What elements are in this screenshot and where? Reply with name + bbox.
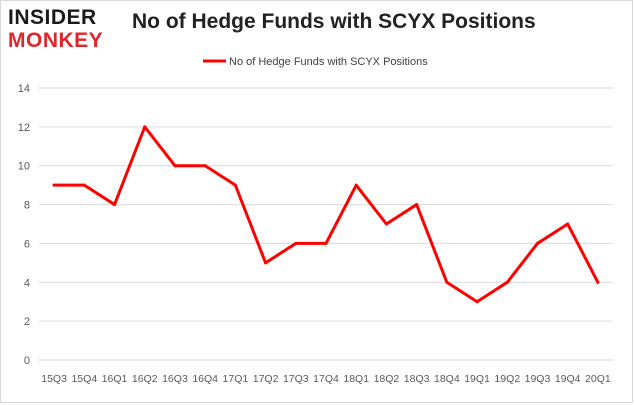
- data-point-18Q2: [384, 222, 388, 226]
- chart-title: No of Hedge Funds with SCYX Positions: [132, 10, 536, 33]
- series-group: [52, 125, 600, 304]
- data-point-19Q3: [535, 241, 539, 245]
- x-tick-label-17Q2: 17Q2: [253, 373, 279, 385]
- data-point-18Q1: [354, 183, 358, 187]
- legend-label: No of Hedge Funds with SCYX Positions: [229, 56, 428, 68]
- grid-lines: [39, 87, 613, 361]
- x-tick-label-19Q4: 19Q4: [555, 373, 581, 385]
- data-point-16Q2: [143, 125, 147, 129]
- y-axis-ticks: 0 2 4 6 8 10 12 14: [18, 83, 30, 367]
- data-point-19Q4: [566, 222, 570, 226]
- data-point-16Q4: [203, 164, 207, 168]
- x-tick-label-16Q2: 16Q2: [132, 373, 158, 385]
- data-point-17Q4: [324, 241, 328, 245]
- insider-monkey-logo: INSIDER MONKEY: [8, 4, 118, 52]
- y-tick-label-14: 14: [18, 83, 30, 95]
- x-tick-label-20Q1: 20Q1: [585, 373, 611, 385]
- data-point-16Q1: [113, 203, 117, 207]
- y-tick-label-2: 2: [24, 316, 30, 328]
- x-tick-label-19Q3: 19Q3: [525, 373, 551, 385]
- data-point-19Q1: [475, 300, 479, 304]
- x-tick-label-19Q2: 19Q2: [494, 373, 520, 385]
- x-tick-label-15Q3: 15Q3: [41, 373, 67, 385]
- data-point-15Q4: [82, 183, 86, 187]
- y-tick-label-6: 6: [24, 238, 30, 250]
- x-tick-label-15Q4: 15Q4: [71, 373, 97, 385]
- y-tick-label-8: 8: [24, 200, 30, 212]
- x-tick-label-18Q3: 18Q3: [404, 373, 430, 385]
- x-tick-label-16Q4: 16Q4: [192, 373, 218, 385]
- y-tick-label-12: 12: [18, 122, 30, 134]
- data-point-16Q3: [173, 164, 177, 168]
- x-axis-ticks: 15Q3 15Q4 16Q1 16Q2 16Q3 16Q4 17Q1 17Q2 17Q3 17Q4…: [41, 373, 611, 385]
- data-point-20Q1: [596, 280, 600, 284]
- x-tick-label-18Q2: 18Q2: [374, 373, 400, 385]
- x-tick-label-17Q3: 17Q3: [283, 373, 309, 385]
- y-tick-label-0: 0: [24, 355, 30, 367]
- data-point-19Q2: [505, 280, 509, 284]
- logo-line-2: MONKEY: [8, 29, 104, 52]
- x-tick-label-16Q1: 16Q1: [102, 373, 128, 385]
- y-tick-label-4: 4: [24, 277, 30, 289]
- data-point-18Q4: [445, 280, 449, 284]
- data-point-17Q2: [264, 261, 268, 265]
- data-point-15Q3: [52, 183, 56, 187]
- series-line-0: [52, 125, 600, 304]
- data-point-17Q3: [294, 241, 298, 245]
- y-tick-label-10: 10: [18, 161, 30, 173]
- x-tick-label-17Q1: 17Q1: [223, 373, 249, 385]
- x-tick-label-16Q3: 16Q3: [162, 373, 188, 385]
- x-tick-label-18Q4: 18Q4: [434, 373, 460, 385]
- logo-line-1: INSIDER: [8, 6, 97, 29]
- data-point-18Q3: [415, 203, 419, 207]
- data-point-17Q1: [233, 183, 237, 187]
- x-tick-label-18Q1: 18Q1: [343, 373, 369, 385]
- legend: No of Hedge Funds with SCYX Positions: [203, 56, 428, 68]
- x-tick-label-17Q4: 17Q4: [313, 373, 339, 385]
- x-tick-label-19Q1: 19Q1: [464, 373, 490, 385]
